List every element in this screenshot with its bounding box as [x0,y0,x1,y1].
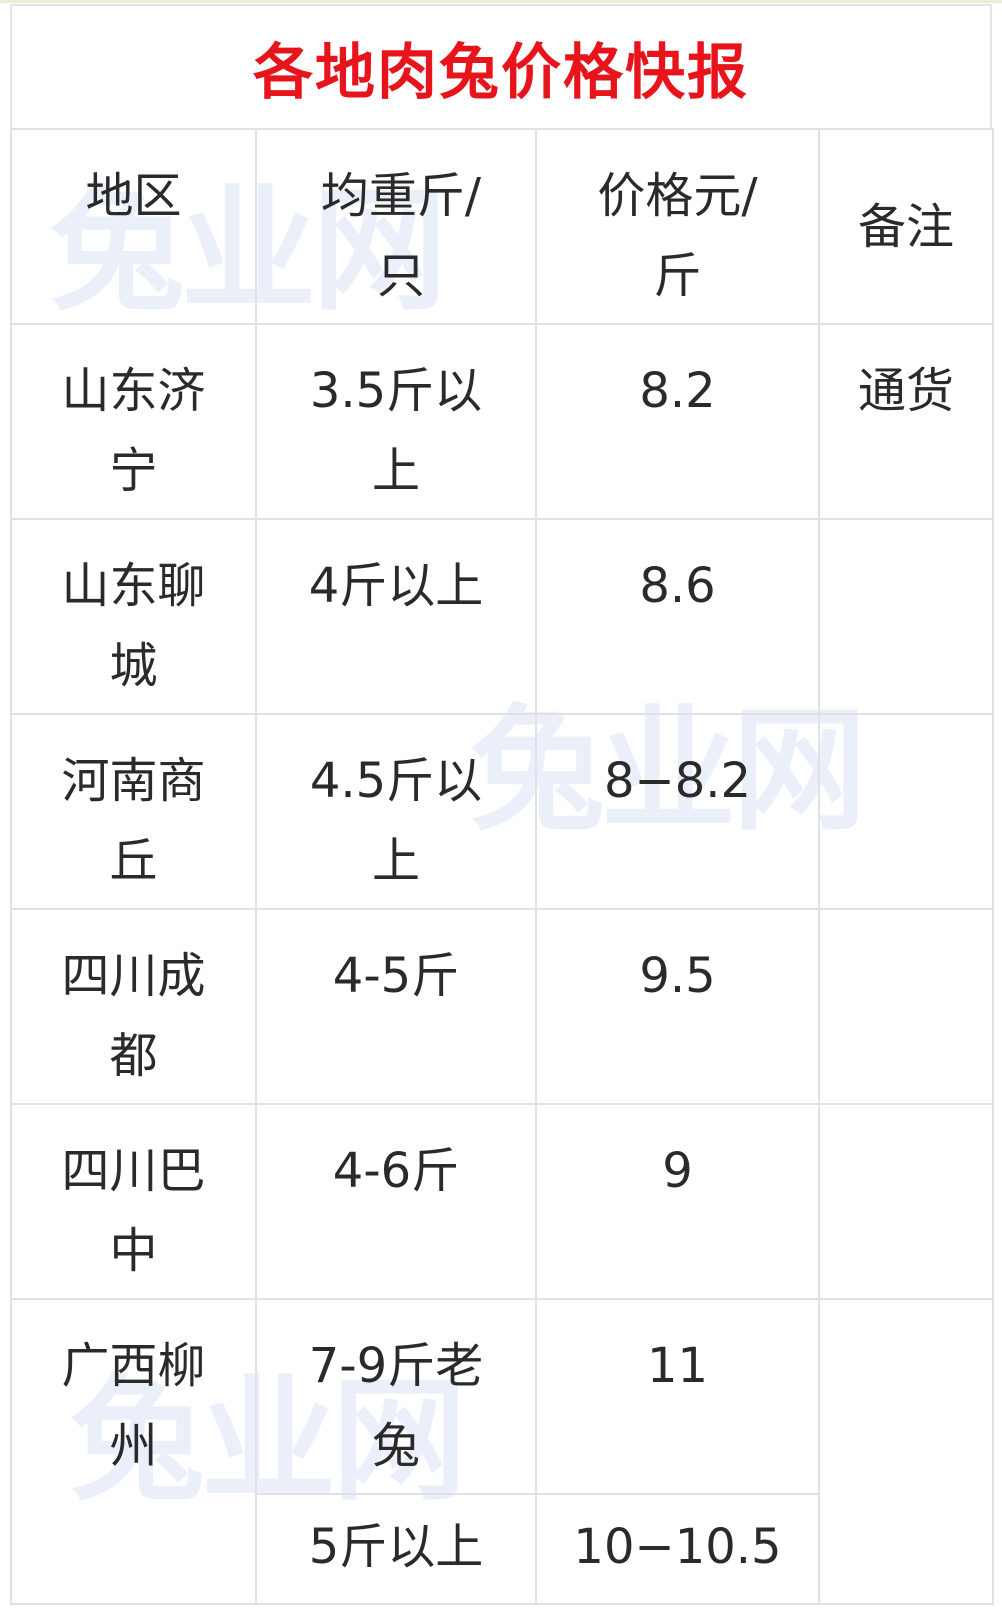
header-price: 价格元/斤 [535,128,820,325]
table-row: 四川巴中 4-6斤 9 [10,1103,994,1300]
region-cell: 河南商丘 [10,713,257,910]
price-cell: 9 [535,1103,820,1300]
price-cell: 8.6 [535,518,820,715]
region-cell: 山东聊城 [10,518,257,715]
table-row: 山东聊城 4斤以上 8.6 [10,518,994,715]
weight-cell: 5斤以上 [255,1493,537,1605]
note-cell [818,1103,994,1300]
header-weight: 均重斤/只 [255,128,537,325]
region-cell: 山东济宁 [10,323,257,520]
price-cell: 10−10.5 [535,1493,820,1605]
table-row: 广西柳州 7-9斤老兔 11 [10,1298,994,1605]
weight-cell: 3.5斤以上 [255,323,537,520]
note-cell: 通货 [818,323,994,520]
weight-cell: 7-9斤老兔 [255,1298,537,1495]
table-row: 5斤以上 10−10.5 [11,1493,993,1605]
weight-cell: 4斤以上 [255,518,537,715]
table-row: 山东济宁 3.5斤以上 8.2 通货 [10,323,994,520]
price-cell: 11 [535,1298,820,1495]
region-cell: 广西柳州 [10,1298,257,1605]
page-title: 各地肉兔价格快报 [10,4,992,128]
header-row: 地区 均重斤/只 价格元/斤 备注 [10,128,994,325]
price-cell: 9.5 [535,908,820,1105]
top-border [0,0,1002,3]
table-row: 河南商丘 4.5斤以上 8−8.2 [10,713,994,910]
price-cell: 8−8.2 [535,713,820,910]
weight-cell: 4-5斤 [255,908,537,1105]
header-note: 备注 [818,128,994,325]
table-row: 四川成都 4-5斤 9.5 [10,908,994,1105]
note-cell [818,1298,994,1605]
price-table: 地区 均重斤/只 价格元/斤 备注 山东济宁 3.5斤以上 8.2 通货 山东聊… [10,128,994,1605]
note-cell [818,518,994,715]
header-region: 地区 [10,128,257,325]
price-cell: 8.2 [535,323,820,520]
region-cell: 四川巴中 [10,1103,257,1300]
note-cell [818,713,994,910]
region-cell: 四川成都 [10,908,257,1105]
weight-cell: 4-6斤 [255,1103,537,1300]
note-cell [818,908,994,1105]
weight-cell: 4.5斤以上 [255,713,537,910]
